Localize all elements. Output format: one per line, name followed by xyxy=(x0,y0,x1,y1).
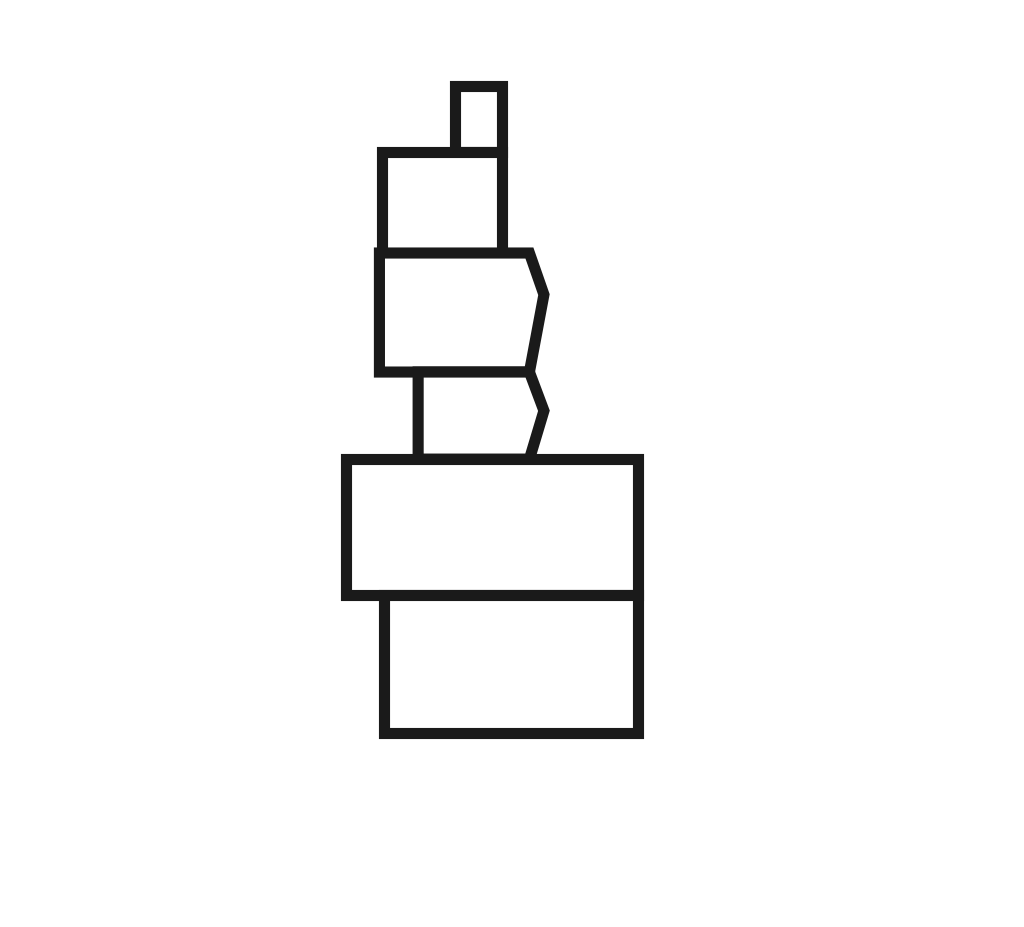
Polygon shape xyxy=(418,373,544,460)
Bar xyxy=(345,460,638,595)
Bar xyxy=(382,153,503,257)
Bar xyxy=(455,86,503,153)
Polygon shape xyxy=(380,254,544,373)
Polygon shape xyxy=(384,595,638,733)
